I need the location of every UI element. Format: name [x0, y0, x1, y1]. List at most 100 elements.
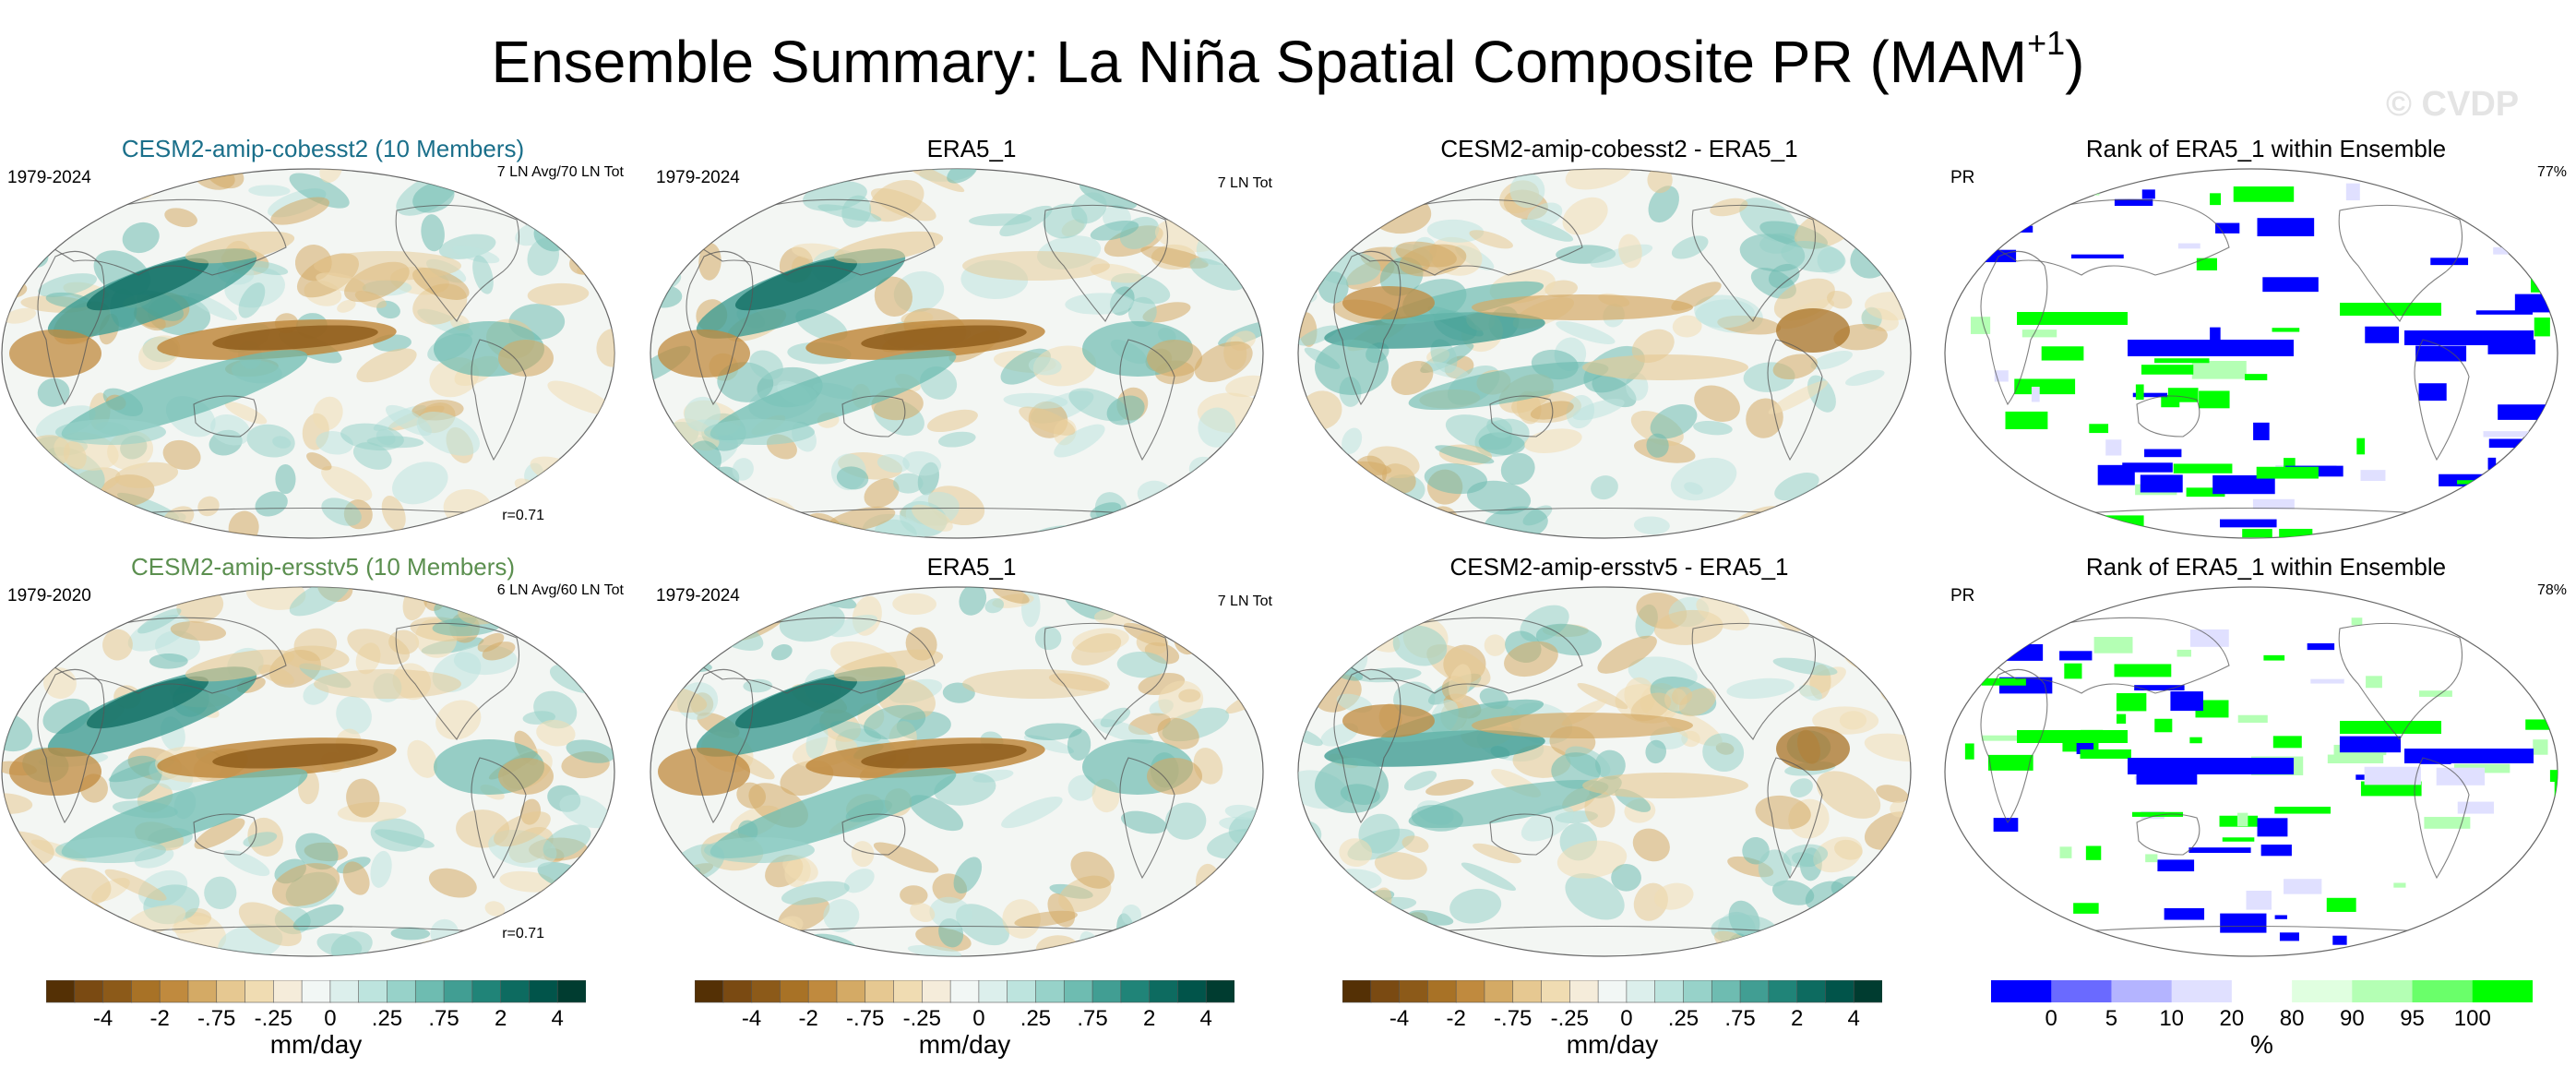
- colorbar-swatch: [1007, 980, 1037, 1003]
- colorbar-swatch: [695, 980, 724, 1003]
- pattern-correlation: r=0.71: [502, 926, 544, 941]
- map-plot: [1944, 168, 2558, 539]
- colorbar-swatch: [2051, 980, 2112, 1002]
- panel-title: ERA5_1: [926, 135, 1017, 162]
- colorbar-swatch: [751, 980, 781, 1003]
- colorbar-swatch: [1205, 980, 1234, 1003]
- colorbar-tick-label: -.25: [255, 1006, 292, 1030]
- colorbar-swatch: [187, 980, 218, 1003]
- colorbar-tick-label: 95: [2400, 1006, 2425, 1030]
- colorbar-swatch: [1796, 980, 1827, 1003]
- colorbar-swatch: [131, 980, 161, 1003]
- panel-diff-cobesst2: CESM2-amip-cobesst2 - ERA5_1: [1296, 135, 1942, 541]
- figure-title: Ensemble Summary: La Niña Spatial Compos…: [491, 24, 2085, 95]
- colorbar-tick-label: .25: [372, 1006, 402, 1030]
- colorbar-units: %: [2250, 1030, 2273, 1059]
- colorbar-tick-label: 80: [2280, 1006, 2305, 1030]
- colorbar-tick-label: 0: [324, 1006, 336, 1030]
- map-plot: [1297, 586, 1912, 957]
- colorbar-swatch: [159, 980, 189, 1003]
- colorbar-tick-label: -.25: [1551, 1006, 1589, 1030]
- colorbar-units: mm/day: [1566, 1030, 1659, 1059]
- variable-label: PR: [1950, 168, 1975, 187]
- pattern-correlation: r=0.71: [502, 508, 544, 523]
- colorbar-tick-label: -.25: [903, 1006, 941, 1030]
- colorbar-swatch: [1399, 980, 1429, 1003]
- year-range: 1979-2020: [7, 586, 91, 605]
- colorbar-pr-1: -4 -2 -.75 -.25 0 .25 .75 2 4 mm/day: [46, 980, 586, 1082]
- colorbar-tick-label: 4: [552, 1006, 564, 1030]
- colorbar-swatch: [1370, 980, 1401, 1003]
- panel-title: CESM2-amip-cobesst2 - ERA5_1: [1440, 135, 1798, 162]
- colorbar-swatch: [780, 980, 809, 1003]
- colorbar-swatch: [1455, 980, 1485, 1003]
- colorbar-tick-label: -2: [149, 1006, 169, 1030]
- colorbar-swatch: [1853, 980, 1882, 1003]
- year-range: 1979-2024: [7, 168, 91, 187]
- colorbar-swatch: [2352, 980, 2414, 1002]
- colorbar-units: mm/day: [918, 1030, 1011, 1059]
- panel-title: Rank of ERA5_1 within Ensemble: [2085, 135, 2447, 162]
- colorbar-swatch: [807, 980, 838, 1003]
- colorbar-tick-label: 90: [2340, 1006, 2365, 1030]
- colorbar-tick-label: -.75: [197, 1006, 235, 1030]
- panel-era5-row1: ERA5_1 1979-2024 7 LN Tot: [649, 135, 1294, 541]
- map-plot: [1, 168, 615, 539]
- colorbar-graphic: 0 5 10 20 80 90 95 100: [1991, 980, 2533, 1030]
- colorbar-swatch: [836, 980, 866, 1003]
- colorbar-swatch: [1484, 980, 1514, 1003]
- year-range: 1979-2024: [656, 168, 740, 187]
- colorbar-tick-label: 4: [1200, 1006, 1212, 1030]
- colorbar-swatch: [1541, 980, 1571, 1003]
- colorbar-swatch: [1035, 980, 1066, 1003]
- colorbar-swatch: [865, 980, 895, 1003]
- colorbar-rank: 0 5 10 20 80 90 95 100 %: [1991, 980, 2533, 1082]
- panel-era5-row2: ERA5_1 1979-2024 7 LN Tot: [649, 553, 1294, 959]
- colorbar-swatch: [2412, 980, 2474, 1002]
- colorbar-swatch: [329, 980, 360, 1003]
- cvdp-watermark: © CVDP: [2386, 85, 2520, 124]
- map-plot: [1297, 168, 1912, 539]
- panel-title: CESM2-amip-ersstv5 (10 Members): [130, 553, 516, 581]
- colorbar-swatch: [556, 980, 586, 1003]
- colorbar-tick-label: -.75: [1494, 1006, 1532, 1030]
- colorbar-graphic: -4 -2 -.75 -.25 0 .25 .75 2 4: [46, 980, 586, 1030]
- colorbar-graphic: -4 -2 -.75 -.25 0 .25 .75 2 4: [695, 980, 1234, 1030]
- colorbar-swatch: [471, 980, 502, 1003]
- colorbar-tick-label: 4: [1848, 1006, 1860, 1030]
- colorbar-swatch: [74, 980, 104, 1003]
- panel-rank-row1: Rank of ERA5_1 within Ensemble PR 77%: [1943, 135, 2576, 541]
- colorbar-swatch: [922, 980, 951, 1003]
- colorbar-tick-label: .75: [1077, 1006, 1107, 1030]
- colorbar-tick-label: .75: [1724, 1006, 1755, 1030]
- rank-percent: 77%: [2536, 164, 2567, 180]
- event-count: 6 LN Avg/60 LN Tot: [496, 582, 624, 598]
- colorbar-swatch: [893, 980, 924, 1003]
- colorbar-swatch: [443, 980, 473, 1003]
- event-count: 7 LN Tot: [1217, 175, 1272, 191]
- colorbar-swatch: [1739, 980, 1770, 1003]
- panel-rank-row2: Rank of ERA5_1 within Ensemble PR 78%: [1943, 553, 2576, 959]
- colorbar-swatch: [949, 980, 980, 1003]
- colorbar-tick-label: 0: [1620, 1006, 1632, 1030]
- colorbar-swatch: [2171, 980, 2233, 1002]
- colorbar-tick-label: -2: [1446, 1006, 1465, 1030]
- variable-label: PR: [1950, 586, 1975, 605]
- colorbar-tick-label: -4: [742, 1006, 761, 1030]
- colorbar-tick-label: .25: [1668, 1006, 1699, 1030]
- colorbar-tick-label: .25: [1020, 1006, 1051, 1030]
- title-superscript: +1: [2027, 24, 2066, 62]
- rank-percent: 78%: [2536, 582, 2567, 598]
- panel-title: CESM2-amip-cobesst2 (10 Members): [121, 135, 525, 162]
- event-count: 7 LN Avg/70 LN Tot: [496, 164, 624, 180]
- colorbar-tick-label: .75: [428, 1006, 459, 1030]
- colorbar-swatch: [1569, 980, 1599, 1003]
- colorbar-swatch: [1683, 980, 1713, 1003]
- colorbar-swatch: [1149, 980, 1179, 1003]
- panel-cobesst2-ensemble-mean: CESM2-amip-cobesst2 (10 Members) 1979-20…: [0, 135, 646, 541]
- colorbar-graphic: -4 -2 -.75 -.25 0 .25 .75 2 4: [1342, 980, 1882, 1030]
- colorbar-swatch: [1091, 980, 1122, 1003]
- colorbar-swatch: [1063, 980, 1093, 1003]
- colorbar-tick-label: 2: [1791, 1006, 1803, 1030]
- panel-title: Rank of ERA5_1 within Ensemble: [2085, 553, 2447, 581]
